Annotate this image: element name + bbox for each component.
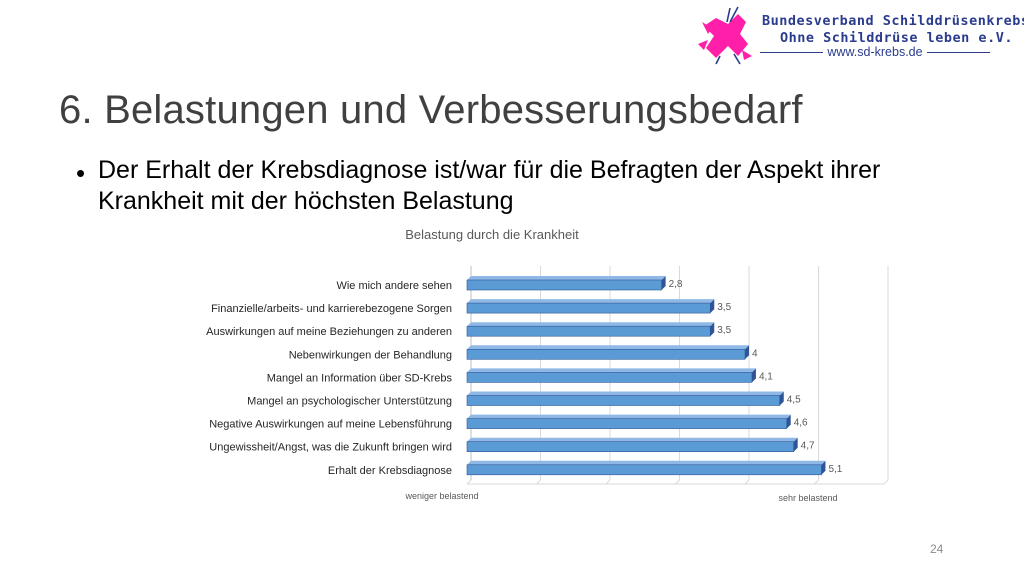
category-label: Wie mich andere sehen — [336, 280, 452, 292]
data-label: 3,5 — [717, 325, 731, 336]
bar-top — [467, 276, 666, 280]
category-label: Finanzielle/arbeits- und karrierebezogen… — [211, 303, 452, 315]
bar-side — [751, 368, 756, 383]
data-label: 3,5 — [717, 302, 731, 313]
category-label: Auswirkungen auf meine Beziehungen zu an… — [206, 326, 452, 338]
category-label: Nebenwirkungen der Behandlung — [289, 349, 452, 361]
butterfly-logo-icon — [698, 6, 752, 65]
gridline-floor — [605, 479, 611, 485]
data-label: 4,5 — [787, 395, 801, 406]
bar — [466, 464, 822, 476]
gridline-floor — [883, 479, 889, 485]
data-label: 4 — [752, 348, 758, 359]
logo-rule-left — [760, 51, 824, 53]
logo-rule-right — [926, 51, 990, 53]
bar — [466, 395, 781, 406]
logo-organization-name: Bundesverband Schilddrüsenkrebs — [762, 13, 1024, 29]
logo-organization-subtitle: Ohne Schilddrüse leben e.V. — [780, 30, 1013, 46]
bar — [466, 325, 711, 337]
chart-title: Belastung durch die Krankheit — [405, 227, 579, 242]
bar-top — [467, 460, 826, 465]
organization-logo: Bundesverband Schilddrüsenkrebs Ohne Sch… — [694, 4, 1024, 66]
gridline-floor — [744, 479, 750, 485]
bar — [466, 302, 711, 314]
bar-side — [821, 460, 826, 475]
bar-side — [710, 322, 715, 337]
category-label: Mangel an Information über SD-Krebs — [267, 372, 453, 384]
bar — [466, 348, 746, 360]
gridline-floor — [675, 479, 680, 485]
bar-top — [467, 437, 798, 442]
bar-top — [467, 414, 791, 419]
bar-top — [467, 368, 756, 373]
gridline-floor — [814, 479, 819, 485]
x-axis-left-label: weniger belastend — [404, 491, 478, 501]
data-label: 2,8 — [669, 279, 683, 290]
bar-side — [779, 391, 784, 406]
bar-side — [786, 414, 791, 429]
bar-side — [745, 345, 749, 360]
bar — [466, 279, 662, 291]
bar — [466, 441, 794, 453]
data-label: 4,6 — [794, 418, 808, 429]
bar-top — [467, 322, 715, 327]
category-label: Ungewissheit/Angst, was die Zukunft brin… — [209, 442, 452, 454]
bar-top — [467, 299, 715, 304]
gridline-floor — [536, 479, 541, 485]
data-label: 4,1 — [759, 371, 773, 382]
bullet-icon: • — [76, 158, 86, 188]
bar — [466, 418, 788, 429]
x-axis-right-label: sehr belastend — [778, 493, 837, 503]
data-label: 4,7 — [801, 441, 815, 452]
bar-side — [661, 276, 666, 290]
category-label: Negative Auswirkungen auf meine Lebensfü… — [209, 419, 452, 431]
bar — [466, 372, 753, 383]
category-label: Erhalt der Krebsdiagnose — [328, 465, 452, 477]
page-number: 24 — [930, 542, 944, 556]
bar-side — [710, 299, 715, 314]
bar-top — [467, 345, 749, 350]
data-label: 5,1 — [828, 464, 842, 475]
logo-website-link[interactable]: www.sd-krebs.de — [827, 45, 923, 59]
bar-top — [467, 391, 784, 396]
logo-website-row: www.sd-krebs.de — [760, 45, 990, 59]
gridline-floor — [466, 479, 472, 485]
bullet-text: Der Erhalt der Krebsdiagnose ist/war für… — [98, 156, 881, 215]
bar-side — [793, 437, 798, 452]
slide-title: 6. Belastungen und Verbesserungsbedarf — [59, 88, 803, 132]
category-label: Mangel an psychologischer Unterstützung — [247, 396, 452, 408]
